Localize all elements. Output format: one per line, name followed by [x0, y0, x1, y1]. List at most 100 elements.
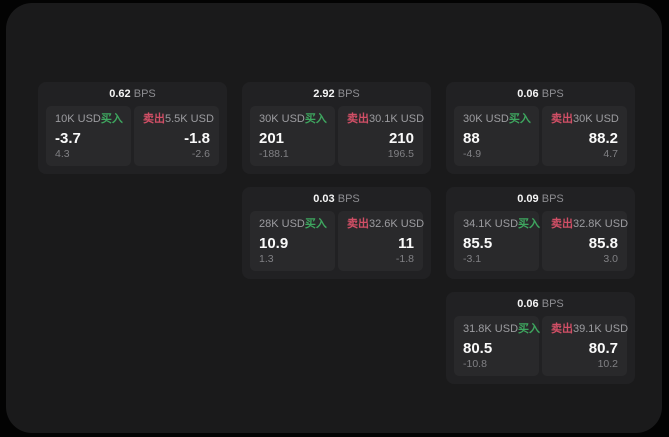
sell-amount: 30.1K USD	[369, 113, 425, 125]
sell-tile-header: 卖出 39.1K USD	[551, 323, 628, 336]
sell-sub-value: 3.0	[603, 253, 618, 265]
buy-side-label: 买入	[518, 218, 541, 230]
buy-side-label: 买入	[518, 323, 541, 335]
buy-tile-header: 10K USD 买入	[55, 113, 123, 126]
buy-sub-value: -3.1	[463, 253, 482, 265]
sell-price: 11	[398, 235, 414, 252]
sell-tile-header: 卖出 30.1K USD	[347, 113, 424, 126]
sell-amount: 32.6K USD	[369, 218, 425, 230]
buy-sub-value: -10.8	[463, 358, 487, 370]
buy-amount: 10K USD	[55, 113, 101, 125]
buy-amount: 34.1K USD	[463, 218, 519, 230]
quote-card: 0.06 BPS 31.8K USD 买入 80.5 -10.8 卖出 39.1…	[446, 292, 635, 384]
buy-tile-header: 31.8K USD 买入	[463, 323, 540, 336]
buy-price-tile[interactable]: 10K USD 买入 -3.7 4.3	[46, 106, 131, 166]
sell-sub-value: 4.7	[603, 148, 618, 160]
buy-price: 85.5	[463, 235, 493, 252]
buy-side-label: 买入	[508, 113, 531, 125]
bps-header: 0.62 BPS	[46, 86, 219, 103]
quote-card: 0.62 BPS 10K USD 买入 -3.7 4.3 卖出 5.5K USD…	[38, 82, 227, 174]
sell-tile-header: 卖出 32.8K USD	[551, 218, 628, 231]
quote-body: 10K USD 买入 -3.7 4.3 卖出 5.5K USD -1.8 -2.…	[46, 106, 219, 166]
buy-tile-header: 30K USD 买入	[259, 113, 327, 126]
buy-tile-header: 30K USD 买入	[463, 113, 531, 126]
quote-body: 34.1K USD 买入 85.5 -3.1 卖出 32.8K USD 85.8…	[454, 211, 628, 271]
buy-amount: 30K USD	[463, 113, 509, 125]
bps-unit-label: BPS	[541, 298, 564, 310]
buy-price: -3.7	[55, 130, 81, 147]
bps-unit-label: BPS	[541, 193, 564, 205]
app-window: 0.62 BPS 10K USD 买入 -3.7 4.3 卖出 5.5K USD…	[6, 3, 662, 433]
sell-amount: 30K USD	[573, 113, 619, 125]
buy-price-tile[interactable]: 34.1K USD 买入 85.5 -3.1	[454, 211, 540, 271]
quotes-grid: 0.62 BPS 10K USD 买入 -3.7 4.3 卖出 5.5K USD…	[38, 82, 635, 384]
bps-value: 0.03	[313, 193, 335, 205]
sell-price: -1.8	[184, 130, 210, 147]
bps-value: 0.09	[517, 193, 539, 205]
sell-side-label: 卖出	[143, 113, 165, 125]
bps-header: 0.06 BPS	[454, 86, 627, 103]
sell-sub-value: -2.6	[191, 148, 210, 160]
sell-amount: 39.1K USD	[573, 323, 629, 335]
buy-price-tile[interactable]: 28K USD 买入 10.9 1.3	[250, 211, 335, 271]
buy-sub-value: -188.1	[259, 148, 289, 160]
sell-price: 210	[388, 130, 414, 147]
sell-price-tile[interactable]: 卖出 30K USD 88.2 4.7	[542, 106, 627, 166]
sell-tile-header: 卖出 32.6K USD	[347, 218, 424, 231]
sell-price-tile[interactable]: 卖出 30.1K USD 210 196.5	[338, 106, 424, 166]
sell-price: 88.2	[588, 130, 618, 147]
sell-amount: 5.5K USD	[165, 113, 214, 125]
quote-body: 30K USD 买入 88 -4.9 卖出 30K USD 88.2 4.7	[454, 106, 627, 166]
bps-header: 0.03 BPS	[250, 191, 423, 208]
bps-value: 2.92	[313, 88, 335, 100]
bps-value: 0.06	[517, 298, 539, 310]
sell-side-label: 卖出	[551, 218, 573, 230]
quote-card: 0.03 BPS 28K USD 买入 10.9 1.3 卖出 32.6K US…	[242, 187, 431, 279]
bps-header: 0.06 BPS	[454, 296, 627, 313]
sell-side-label: 卖出	[347, 218, 369, 230]
buy-price: 10.9	[259, 235, 289, 252]
sell-side-label: 卖出	[551, 113, 573, 125]
buy-sub-value: 4.3	[55, 148, 70, 160]
buy-sub-value: 1.3	[259, 253, 274, 265]
buy-price: 88	[463, 130, 480, 147]
buy-price-tile[interactable]: 31.8K USD 买入 80.5 -10.8	[454, 316, 540, 376]
buy-tile-header: 34.1K USD 买入	[463, 218, 540, 231]
sell-price-tile[interactable]: 卖出 5.5K USD -1.8 -2.6	[134, 106, 219, 166]
buy-amount: 30K USD	[259, 113, 305, 125]
bps-unit-label: BPS	[541, 88, 564, 100]
sell-tile-header: 卖出 5.5K USD	[143, 113, 214, 126]
buy-amount: 28K USD	[259, 218, 305, 230]
bps-value: 0.06	[517, 88, 539, 100]
quote-body: 30K USD 买入 201 -188.1 卖出 30.1K USD 210 1…	[250, 106, 424, 166]
bps-unit-label: BPS	[337, 193, 360, 205]
sell-sub-value: -1.8	[395, 253, 414, 265]
buy-side-label: 买入	[304, 113, 327, 125]
sell-side-label: 卖出	[551, 323, 573, 335]
sell-price: 85.8	[588, 235, 618, 252]
sell-amount: 32.8K USD	[573, 218, 629, 230]
sell-price-tile[interactable]: 卖出 32.8K USD 85.8 3.0	[542, 211, 628, 271]
bps-header: 2.92 BPS	[250, 86, 423, 103]
sell-price-tile[interactable]: 卖出 39.1K USD 80.7 10.2	[542, 316, 628, 376]
buy-price: 201	[259, 130, 285, 147]
quote-card: 0.09 BPS 34.1K USD 买入 85.5 -3.1 卖出 32.8K…	[446, 187, 635, 279]
quote-body: 28K USD 买入 10.9 1.3 卖出 32.6K USD 11 -1.8	[250, 211, 424, 271]
quote-card: 2.92 BPS 30K USD 买入 201 -188.1 卖出 30.1K …	[242, 82, 431, 174]
buy-price-tile[interactable]: 30K USD 买入 88 -4.9	[454, 106, 539, 166]
bps-header: 0.09 BPS	[454, 191, 627, 208]
bps-unit-label: BPS	[337, 88, 360, 100]
sell-tile-header: 卖出 30K USD	[551, 113, 619, 126]
sell-price-tile[interactable]: 卖出 32.6K USD 11 -1.8	[338, 211, 424, 271]
quote-body: 31.8K USD 买入 80.5 -10.8 卖出 39.1K USD 80.…	[454, 316, 628, 376]
bps-value: 0.62	[109, 88, 131, 100]
buy-amount: 31.8K USD	[463, 323, 519, 335]
buy-sub-value: -4.9	[463, 148, 482, 160]
bps-unit-label: BPS	[133, 88, 156, 100]
sell-sub-value: 10.2	[597, 358, 618, 370]
sell-price: 80.7	[588, 340, 618, 357]
buy-price: 80.5	[463, 340, 493, 357]
sell-side-label: 卖出	[347, 113, 369, 125]
buy-price-tile[interactable]: 30K USD 买入 201 -188.1	[250, 106, 335, 166]
buy-side-label: 买入	[100, 113, 123, 125]
